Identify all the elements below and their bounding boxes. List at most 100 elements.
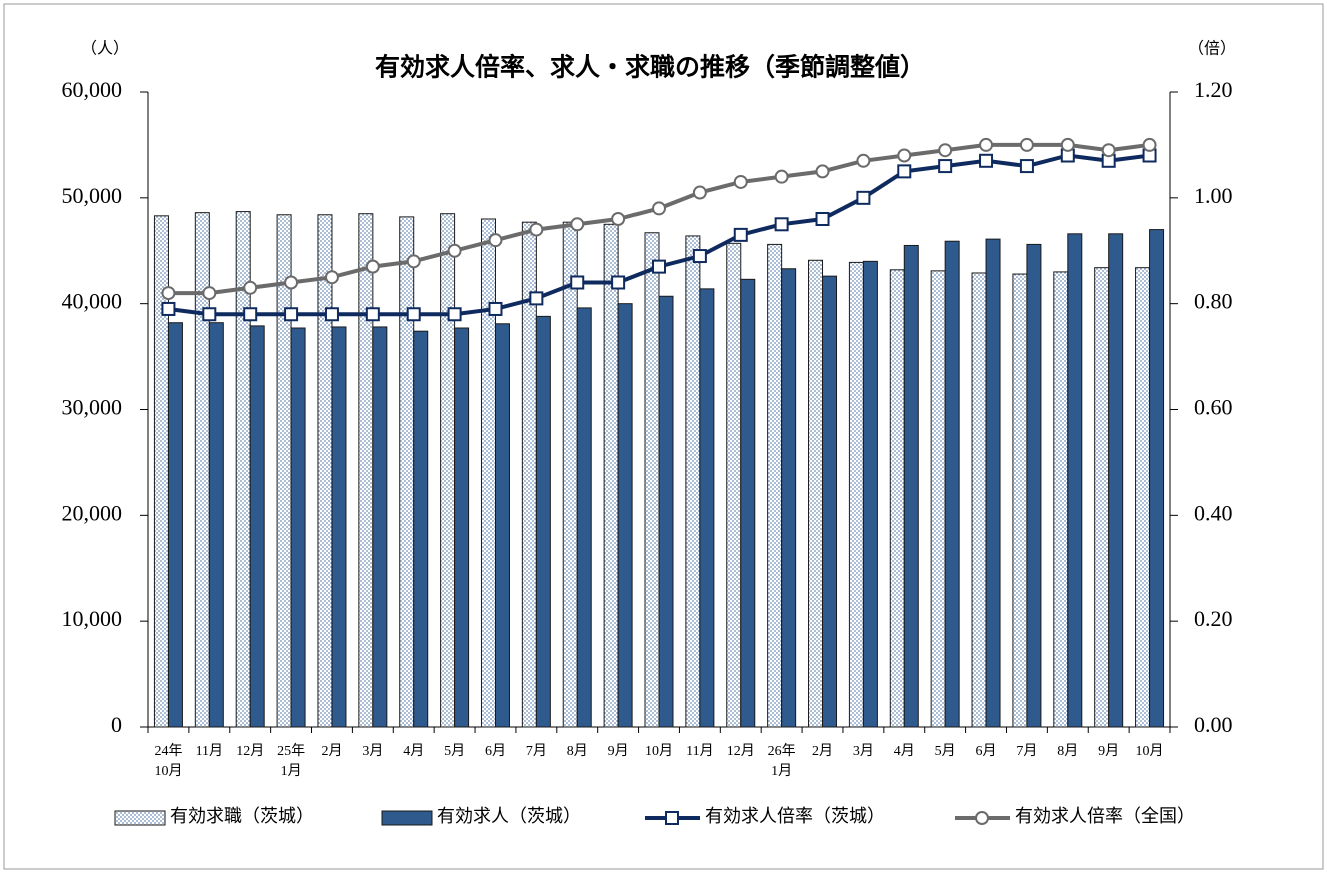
legend-swatch [381,810,433,826]
marker [938,159,953,174]
bar [440,213,456,728]
bar [848,261,864,728]
y2-tick-label: 0.00 [1194,712,1233,737]
bar [317,214,333,728]
bar [1108,233,1124,728]
marker [324,307,339,322]
x-tick-label: 9月 [1098,744,1120,759]
y2-tick-label: 0.40 [1194,500,1233,525]
bar [1067,233,1083,728]
y-tick-label: 30,000 [62,395,123,420]
y-tick-label: 40,000 [62,289,123,314]
bar [930,270,946,728]
bar [358,213,374,728]
marker [733,227,748,242]
bar [1094,267,1110,728]
x-tick-label: 25年 1月 [277,744,306,779]
y2-tick-label: 1.20 [1194,77,1233,102]
legend-marker [975,811,989,825]
x-tick-label: 5月 [444,744,466,759]
x-tick-label: 3月 [852,744,874,759]
y2-tick-label: 0.20 [1194,606,1233,631]
x-tick-label: 10月 [1135,744,1164,759]
bar [562,221,578,728]
bar [454,327,470,728]
legend-label: 有効求人倍率（茨城） [705,806,885,826]
marker [733,174,748,189]
marker [815,212,830,226]
chart-title: 有効求人倍率、求人・求職の推移（季節調整値） [375,53,925,82]
marker [652,201,666,216]
bar [576,307,592,728]
x-tick-label: 11月 [686,744,714,759]
bar [603,223,619,728]
x-tick-label: 6月 [975,744,997,759]
bar [1026,243,1042,728]
marker [1142,137,1157,152]
y2-unit: （倍） [1188,40,1236,58]
bar [903,244,919,728]
bar [808,259,824,728]
x-tick-label: 5月 [934,744,956,759]
marker [447,307,462,322]
x-tick-label: 3月 [362,744,384,759]
bar [971,272,987,728]
marker [447,243,462,258]
bar [767,243,783,728]
marker [488,233,503,248]
legend-label: 有効求人（茨城） [437,806,581,826]
marker [938,143,953,158]
marker [652,259,666,274]
x-tick-label: 6月 [484,744,506,759]
x-tick-label: 4月 [893,744,915,759]
marker [570,275,585,290]
bar [399,216,415,728]
legend-marker [665,811,679,825]
legend-label: 有効求職（茨城） [170,806,314,826]
marker [692,249,707,264]
bar [480,218,496,728]
marker [611,212,626,226]
x-tick-label: 7月 [525,744,547,759]
marker [856,153,871,168]
bar [331,326,347,728]
x-tick-label: 7月 [1016,744,1038,759]
marker [202,307,217,322]
x-tick-label: 2月 [812,744,834,759]
x-tick-label: 2月 [321,744,343,759]
bar [167,322,183,728]
marker [161,301,176,316]
marker [202,286,217,301]
y-tick-label: 10,000 [62,606,123,631]
bar [781,268,797,728]
x-tick-label: 9月 [607,744,629,759]
bar [617,303,633,728]
bar [535,315,551,728]
bar [985,238,1001,728]
legend-label: 有効求人倍率（全国） [1015,806,1195,826]
bar [1135,267,1151,728]
marker [406,254,421,269]
marker [897,164,912,179]
marker [243,280,258,295]
marker [365,259,380,274]
bar [413,330,429,728]
y-tick-label: 0 [111,712,122,737]
marker [488,301,503,316]
bar [644,232,660,728]
bar [822,275,838,728]
x-tick-label: 12月 [726,744,755,759]
bar [249,325,265,728]
bar [699,288,715,728]
marker [529,291,544,306]
bar [862,260,878,728]
marker [774,217,789,232]
marker [161,286,176,301]
x-tick-label: 26年 1月 [767,744,796,779]
bar [658,295,674,728]
marker [774,169,789,184]
y-tick-label: 20,000 [62,500,123,525]
bar [685,235,701,728]
bar [1012,273,1028,728]
